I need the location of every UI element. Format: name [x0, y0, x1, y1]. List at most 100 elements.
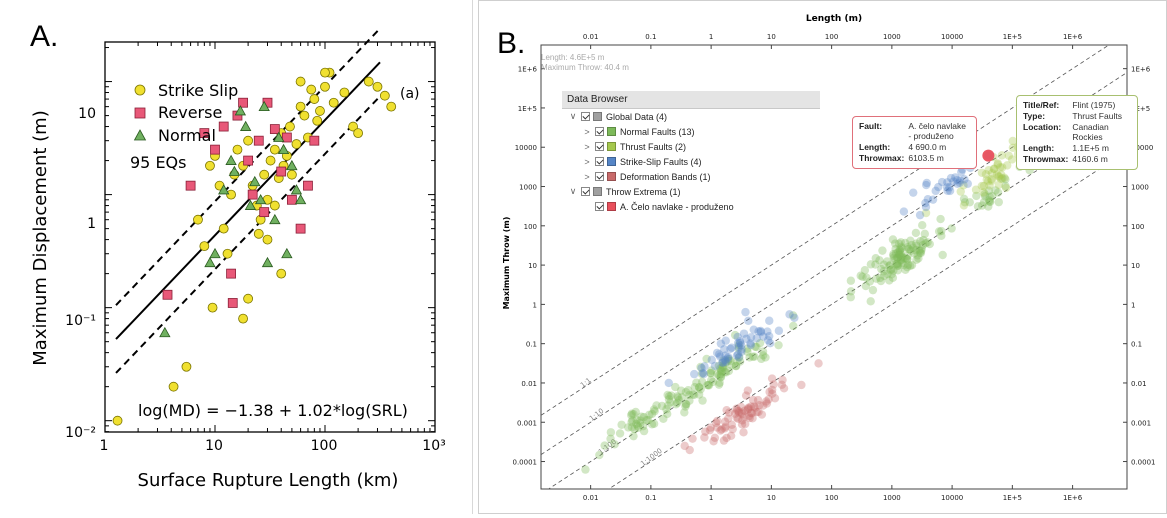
point-normal-faults-13 [745, 353, 754, 362]
point-normal-faults-13 [649, 419, 659, 428]
point-normal-faults-13 [919, 235, 928, 245]
point-thrust-faults-2 [1001, 183, 1011, 193]
tooltip-value: 6103.5 m [908, 153, 944, 163]
point-normal-faults-13 [743, 347, 752, 356]
point-strike-slip [320, 67, 330, 78]
point-normal-faults-13 [681, 400, 690, 409]
point-normal-faults-13 [977, 201, 987, 210]
point-thrust-faults-2 [977, 168, 987, 177]
point-normal-faults-13 [896, 253, 906, 262]
point-deformation-bands-1 [779, 384, 789, 393]
point-strike-slip [363, 76, 374, 87]
point-normal-faults-13 [887, 270, 896, 279]
point-strike-slip-faults-4 [946, 173, 956, 183]
point-strike-slip-faults-4 [960, 175, 969, 184]
point-deformation-bands-1 [722, 433, 731, 443]
point-deformation-bands-1 [720, 417, 730, 426]
point-normal-faults-13 [642, 415, 651, 425]
chevron-right-icon[interactable]: > [584, 141, 590, 152]
visibility-checkbox[interactable] [581, 187, 590, 196]
point-deformation-bands-1 [726, 431, 736, 440]
point-normal-faults-13 [757, 354, 766, 364]
point-normal-faults-13 [627, 411, 636, 420]
point-deformation-bands-1 [797, 380, 806, 390]
chevron-down-icon[interactable]: ∨ [569, 186, 577, 196]
point-normal-faults-13 [731, 361, 741, 371]
point-normal-faults-13 [890, 239, 900, 248]
point-strike-slip [262, 234, 273, 245]
legend-marker-normal [133, 129, 147, 141]
point-normal-faults-13 [719, 363, 728, 372]
point-normal-faults-13 [894, 248, 903, 257]
point-normal-faults-13 [889, 266, 898, 275]
point-normal-faults-13 [925, 239, 934, 249]
point-deformation-bands-1 [723, 414, 733, 423]
chevron-right-icon[interactable]: > [584, 156, 590, 167]
point-deformation-bands-1 [755, 400, 764, 410]
point-normal [290, 184, 303, 195]
tooltip-key: Throwmax: [859, 153, 905, 163]
point-strike-slip-faults-4 [754, 327, 763, 336]
point-thrust-faults-2 [990, 164, 999, 174]
browser-item[interactable]: > Normal Faults (13) [562, 124, 820, 139]
point-normal-faults-13 [906, 236, 915, 245]
y-tick-label-left: 1 [533, 301, 537, 309]
browser-item[interactable]: > Strike-Slip Faults (4) [562, 154, 820, 169]
chevron-right-icon[interactable]: > [584, 171, 590, 182]
tooltip-value: Canadian Rockies [1072, 122, 1109, 142]
point-thrust-faults-2 [977, 181, 987, 191]
x-tick-label-100: 100 [311, 438, 338, 454]
browser-item[interactable]: > Deformation Bands (1) [562, 169, 820, 184]
point-deformation-bands-1 [737, 420, 747, 429]
point-normal-faults-13 [871, 253, 880, 263]
x-tick-label-top: 0.01 [583, 33, 599, 41]
point-strike-slip-faults-4 [715, 352, 725, 361]
y-tick-label-right: 10 [1131, 262, 1140, 270]
point-normal-faults-13 [984, 196, 994, 205]
browser-item[interactable]: ∨ Global Data (4) [562, 109, 820, 124]
browser-item-label: Thrust Faults (2) [620, 141, 687, 152]
point-normal-faults-13 [846, 293, 855, 302]
point-normal-faults-13 [643, 415, 653, 425]
chevron-right-icon[interactable]: > [584, 126, 590, 137]
y-tick-label-left: 1000 [519, 184, 537, 192]
panel-b: B. 0.01 0.01 0.1 0.1 1 1 10 10 100 100 1000 1000 100… [478, 0, 1167, 514]
point-normal-faults-13 [615, 429, 625, 438]
point-strike-slip-faults-4 [922, 180, 931, 190]
point-normal-faults-13 [917, 246, 926, 255]
point-strike-slip-faults-4 [899, 207, 909, 216]
visibility-checkbox[interactable] [595, 202, 604, 211]
point-normal-faults-13 [901, 254, 910, 263]
x-tick-label-1: 1 [100, 438, 109, 454]
point-normal-faults-13 [663, 390, 672, 400]
point-normal-faults-13 [913, 251, 922, 260]
browser-item[interactable]: ∨ Throw Extrema (1) [562, 184, 820, 199]
chevron-down-icon[interactable]: ∨ [569, 111, 577, 121]
point-normal-faults-13 [905, 245, 914, 254]
point-strike-slip-faults-4 [712, 348, 722, 358]
point-normal-faults-13 [734, 344, 743, 353]
visibility-checkbox[interactable] [595, 172, 604, 181]
point-strike-slip [199, 241, 210, 252]
browser-item[interactable]: A. Čelo navlake - produženo [562, 199, 820, 214]
readout-throw: Maximum Throw: 40.4 m [541, 63, 629, 72]
point-normal-faults-13 [896, 247, 905, 257]
point-normal-faults-13 [979, 197, 989, 207]
visibility-checkbox[interactable] [581, 112, 590, 121]
point-strike-slip-faults-4 [953, 179, 962, 189]
x-axis-label: Surface Rupture Length (km) [138, 470, 399, 491]
point-normal-faults-13 [639, 412, 649, 422]
tooltip-key: Throwmax: [1023, 154, 1069, 164]
point-normal-faults-13 [898, 258, 907, 268]
visibility-checkbox[interactable] [595, 127, 604, 136]
browser-item[interactable]: > Thrust Faults (2) [562, 139, 820, 154]
point-deformation-bands-1 [748, 414, 757, 423]
point-deformation-bands-1 [734, 408, 744, 417]
visibility-checkbox[interactable] [595, 142, 604, 151]
data-browser[interactable]: Data Browser ∨ Global Data (4) > Normal Fau… [562, 91, 820, 214]
fault-scaling-chart[interactable]: 0.01 0.01 0.1 0.1 1 1 10 10 100 100 1000 1000 10000 1… [479, 1, 1166, 513]
point-strike-slip-faults-4 [714, 350, 724, 359]
point-normal-faults-13 [698, 396, 707, 405]
legend-marker-strike-slip [134, 84, 146, 96]
visibility-checkbox[interactable] [595, 157, 604, 166]
